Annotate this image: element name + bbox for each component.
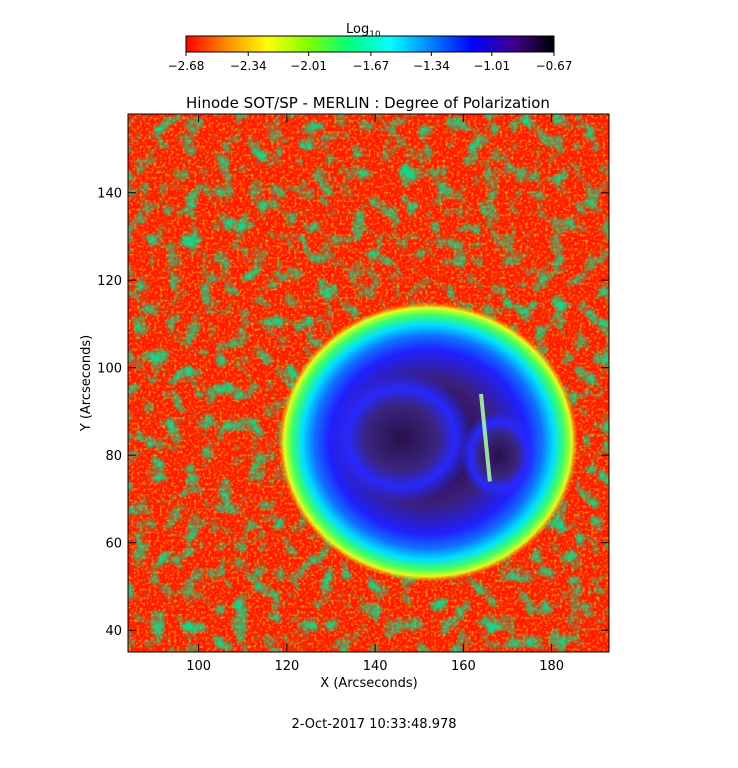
y-tick-label: 40 [105, 624, 122, 639]
colorbar-tick-label: −0.67 [536, 59, 573, 73]
plot-frame [127, 113, 610, 653]
colorbar-title: Log10 [346, 22, 381, 40]
sunspot-umbra [329, 371, 474, 504]
colorbar-tick-label: −2.68 [168, 59, 205, 73]
colorbar-ticks: −2.68 −2.34 −2.01 −1.67 −1.34 −1.01 −0.67 [168, 52, 573, 73]
chart-title: Hinode SOT/SP - MERLIN : Degree of Polar… [186, 94, 550, 112]
footer-timestamp: 2-Oct-2017 10:33:48.978 [291, 717, 456, 732]
colorbar: Log10 −2.68 −2.34 −2.01 −1.67 −1.34 −1.01 −0.6… [168, 22, 573, 73]
x-tick-label: 160 [451, 659, 476, 674]
y-tick-label: 80 [105, 449, 122, 464]
y-tick-label: 120 [97, 274, 122, 289]
colorbar-tick-label: −1.01 [473, 59, 510, 73]
heatmap-features [278, 302, 579, 583]
colorbar-gradient [185, 35, 555, 53]
x-tick-label: 180 [539, 659, 564, 674]
y-axis: 40 60 80 100 120 140 [97, 187, 609, 639]
plot-area [128, 114, 609, 652]
y-tick-label: 100 [97, 362, 122, 377]
x-tick-label: 120 [274, 659, 299, 674]
x-axis: 100 120 140 160 180 [186, 114, 564, 674]
colorbar-title-subscript: 10 [369, 30, 381, 40]
y-axis-label: Y (Arcseconds) [79, 335, 94, 432]
y-tick-label: 140 [97, 187, 122, 202]
colorbar-tick-label: −1.67 [353, 59, 390, 73]
colorbar-tick-label: −2.01 [290, 59, 327, 73]
light-bridge [479, 393, 492, 482]
x-tick-label: 140 [363, 659, 388, 674]
colorbar-tick-label: −1.34 [413, 59, 450, 73]
colorbar-tick-label: −2.34 [230, 59, 267, 73]
x-axis-label: X (Arcseconds) [320, 676, 417, 691]
y-tick-label: 60 [105, 537, 122, 552]
sunspot-umbra-east [460, 411, 537, 500]
x-tick-label: 100 [186, 659, 211, 674]
